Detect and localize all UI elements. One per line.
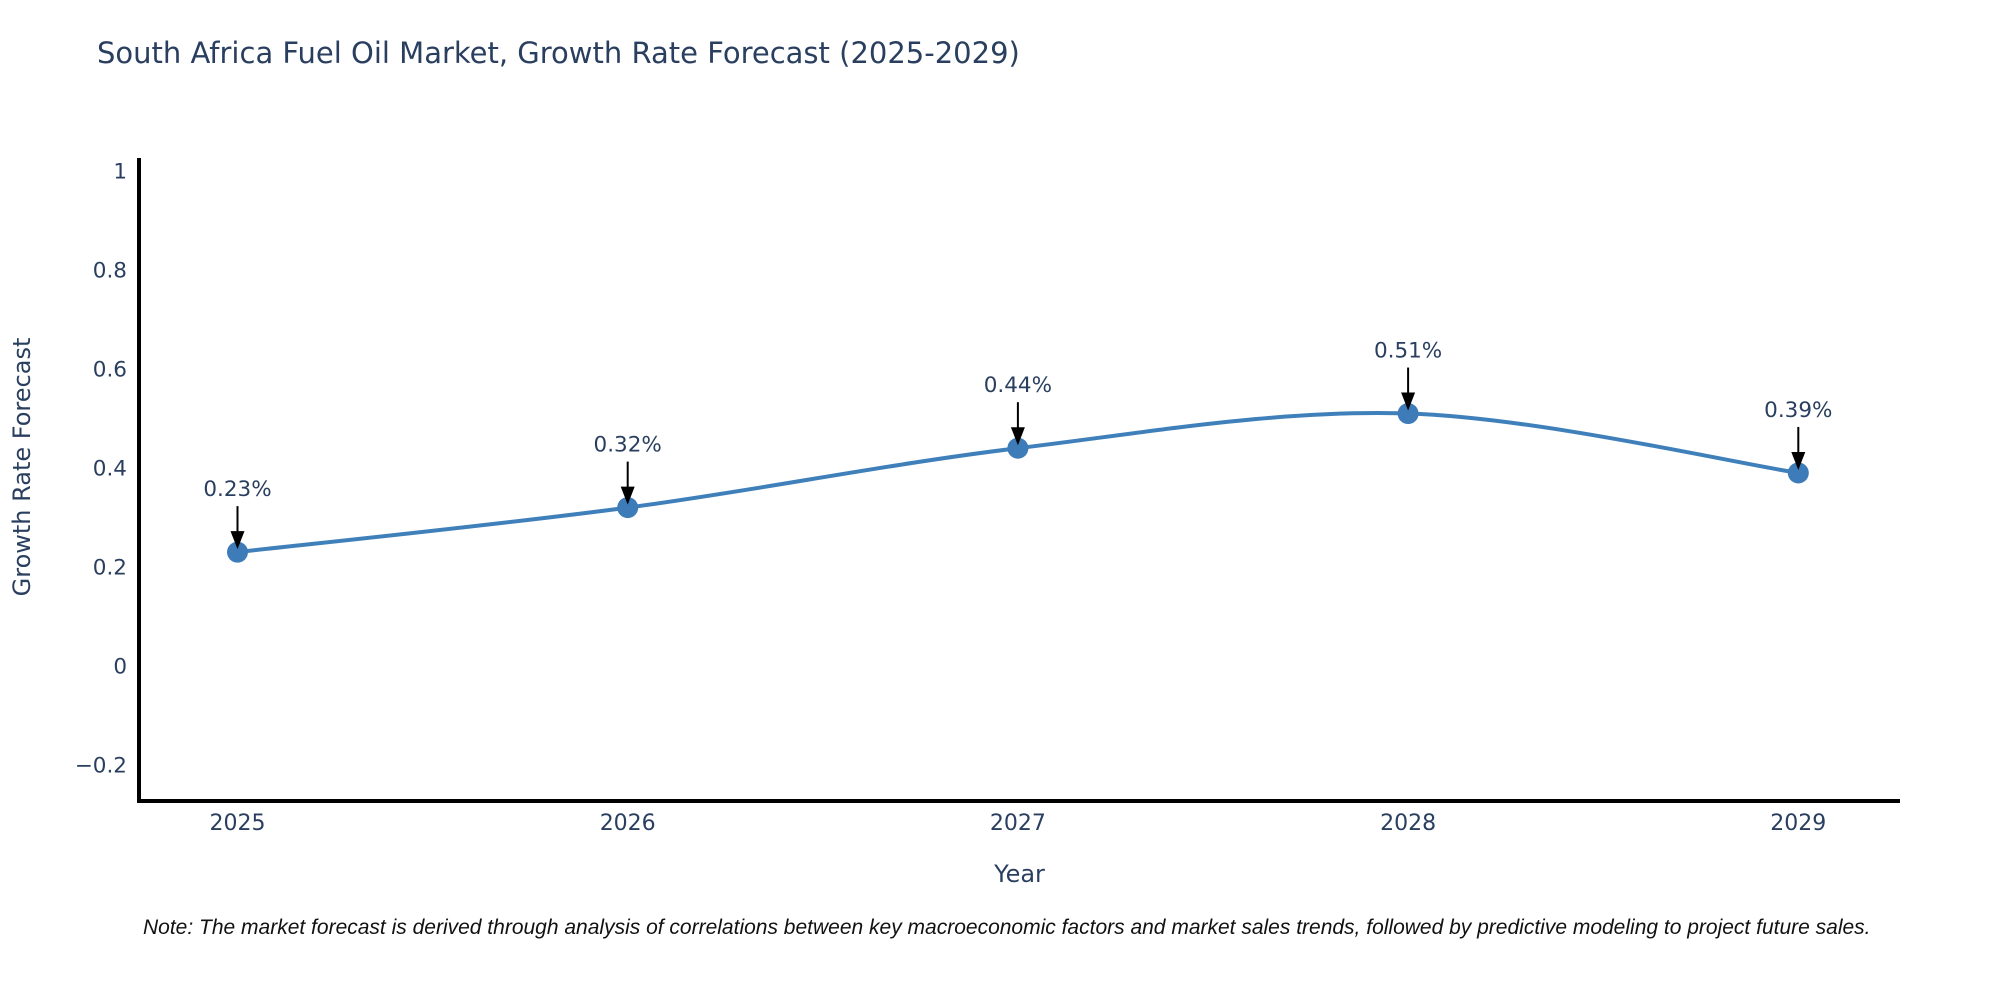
y-tick-label: 0.6: [93, 358, 127, 383]
y-tick-label: 0.2: [93, 556, 127, 581]
x-tick-label: 2028: [1380, 811, 1436, 836]
y-tick-label: −0.2: [75, 754, 127, 779]
point-annotation-label: 0.23%: [203, 477, 271, 502]
x-tick-label: 2026: [600, 811, 656, 836]
x-tick-label: 2025: [210, 811, 266, 836]
annotation-arrowhead-icon: [1791, 451, 1806, 470]
data-point-marker[interactable]: [1397, 403, 1419, 425]
annotation-arrowhead-icon: [1010, 427, 1025, 446]
y-axis-title: Growth Rate Forecast: [8, 338, 36, 597]
x-tick-label: 2029: [1770, 811, 1826, 836]
footnote-text: Note: The market forecast is derived thr…: [143, 916, 1871, 939]
y-tick-label: 1: [113, 160, 127, 185]
point-annotation-label: 0.39%: [1764, 398, 1832, 423]
data-point-marker[interactable]: [1787, 462, 1809, 484]
point-annotation-label: 0.51%: [1374, 339, 1442, 364]
chart-title: South Africa Fuel Oil Market, Growth Rat…: [97, 36, 1020, 70]
x-axis-title: Year: [993, 860, 1045, 888]
annotation-arrowhead-icon: [620, 486, 635, 505]
data-point-marker[interactable]: [1007, 437, 1029, 459]
y-tick-label: 0.4: [93, 457, 127, 482]
point-annotation-label: 0.32%: [594, 433, 662, 458]
y-tick-label: 0.8: [93, 259, 127, 284]
annotation-arrowhead-icon: [230, 531, 245, 550]
point-annotation-label: 0.44%: [984, 373, 1052, 398]
data-point-marker[interactable]: [617, 497, 639, 519]
x-tick-label: 2027: [990, 811, 1046, 836]
annotation-arrowhead-icon: [1401, 392, 1416, 411]
y-tick-label: 0: [113, 655, 127, 680]
data-point-marker[interactable]: [227, 541, 248, 563]
